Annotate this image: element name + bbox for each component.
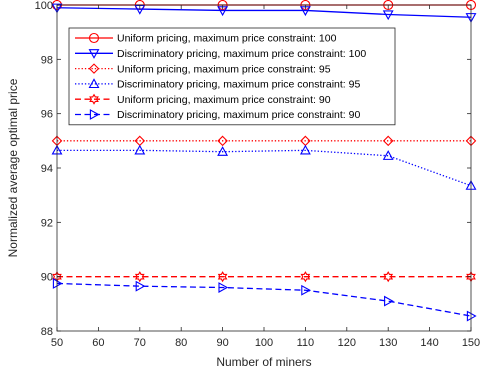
y-tick-label: 96: [41, 109, 53, 121]
series-6: [52, 278, 477, 322]
legend-entry: Discriminatory pricing, maximum price co…: [75, 48, 366, 60]
legend-entry: Uniform pricing, maximum price constrain…: [75, 33, 337, 45]
data-point: [52, 278, 63, 289]
legend-entry: Discriminatory pricing, maximum price co…: [75, 78, 360, 91]
data-point: [135, 280, 146, 292]
tick-layer: 50 60 70 80 90 100 110 120 130 140 150 88 90 92 94 96 98…: [35, 0, 481, 349]
legend-entry: Uniform pricing, maximum price constrain…: [75, 63, 331, 75]
data-point: [217, 146, 229, 156]
data-point: [218, 282, 229, 293]
legend-marker: [88, 63, 100, 74]
x-tick-label: 150: [462, 337, 480, 349]
data-point: [382, 135, 394, 147]
legend-label: Uniform pricing, maximum price constrain…: [117, 94, 331, 106]
series-line: [56, 282, 472, 317]
x-tick-label: 60: [92, 337, 104, 349]
x-tick-label: 120: [338, 337, 356, 349]
legend-marker: [88, 49, 100, 59]
legend-entry: Discriminatory pricing, maximum price co…: [75, 109, 360, 121]
y-tick-label: 100: [35, 0, 53, 12]
x-tick-label: 140: [420, 337, 438, 349]
data-point: [134, 144, 146, 155]
data-point: [301, 284, 312, 296]
data-point: [382, 10, 394, 21]
x-tick-label: 100: [255, 337, 273, 349]
data-point: [217, 135, 228, 147]
x-tick-label: 110: [297, 337, 315, 349]
y-tick-label: 94: [41, 163, 53, 175]
data-point: [134, 271, 145, 283]
x-tick-label: 130: [379, 337, 397, 349]
legend: Uniform pricing, maximum price constrain…: [68, 27, 396, 126]
series-line: [56, 7, 472, 18]
legend-marker: [88, 32, 100, 44]
legend-entry: Uniform pricing, maximum price constrain…: [75, 93, 331, 106]
x-axis-title: Number of miners: [216, 355, 311, 369]
legend-marker: [88, 78, 100, 89]
legend-marker: [89, 109, 100, 120]
y-tick-label: 98: [41, 54, 53, 66]
data-point: [217, 271, 228, 283]
data-point: [383, 271, 394, 283]
legend-box: [68, 27, 396, 126]
legend-label: Uniform pricing, maximum price constrain…: [117, 63, 331, 75]
legend-label: Uniform pricing, maximum price constrain…: [117, 33, 337, 45]
y-tick-label: 88: [41, 326, 53, 338]
y-tick-label: 92: [41, 217, 53, 229]
x-tick-label: 70: [134, 337, 146, 349]
data-point: [466, 310, 477, 322]
x-tick-label: 80: [175, 337, 187, 349]
legend-label: Discriminatory pricing, maximum price co…: [117, 79, 360, 91]
data-point: [382, 150, 394, 160]
y-tick-label: 90: [41, 272, 53, 284]
data-point: [299, 144, 311, 155]
legend-marker: [89, 93, 99, 105]
data-point: [384, 295, 394, 307]
data-point: [300, 271, 311, 283]
legend-label: Discriminatory pricing, maximum price co…: [117, 109, 360, 121]
x-tick-label: 90: [216, 337, 228, 349]
data-point: [51, 3, 63, 14]
legend-label: Discriminatory pricing, maximum price co…: [117, 48, 366, 60]
y-axis-title: Normalized average optimal price: [6, 78, 20, 257]
x-tick-label: 50: [51, 337, 63, 349]
